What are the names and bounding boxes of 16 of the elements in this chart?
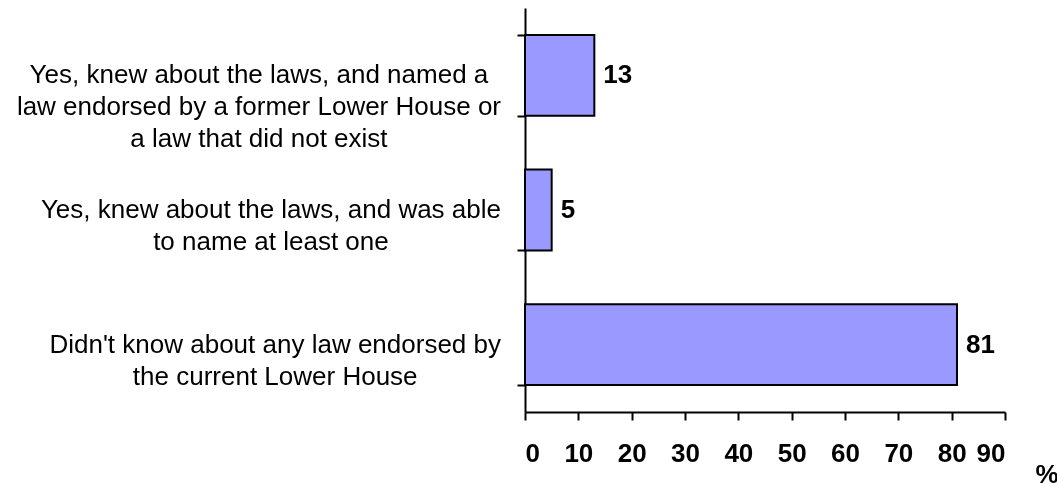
x-tick-label: 40 <box>724 437 754 468</box>
x-tick-label: 80 <box>937 437 967 468</box>
x-tick-label: 20 <box>617 437 647 468</box>
data-label: 13 <box>603 59 633 90</box>
x-tick-label: 50 <box>777 437 807 468</box>
y-tick-label: Yes, knew about the laws, and named a law endorsed by a former Lower House or a law that did not exist <box>16 59 502 154</box>
y-tick-label: Yes, knew about the laws, and was able to name at least one <box>40 194 501 256</box>
x-tick-label: 70 <box>884 437 914 468</box>
x-tick-label: 0 <box>525 437 540 468</box>
x-tick-label: 90 <box>976 437 1006 468</box>
x-tick-label: 30 <box>671 437 700 468</box>
x-tick-label: 10 <box>564 437 594 468</box>
data-label: 81 <box>966 328 995 359</box>
data-label: 5 <box>560 194 576 224</box>
x-tick-label: 60 <box>831 437 860 468</box>
y-tick-label: Didn't know about any law endorsed by the current Lower House <box>49 328 501 391</box>
